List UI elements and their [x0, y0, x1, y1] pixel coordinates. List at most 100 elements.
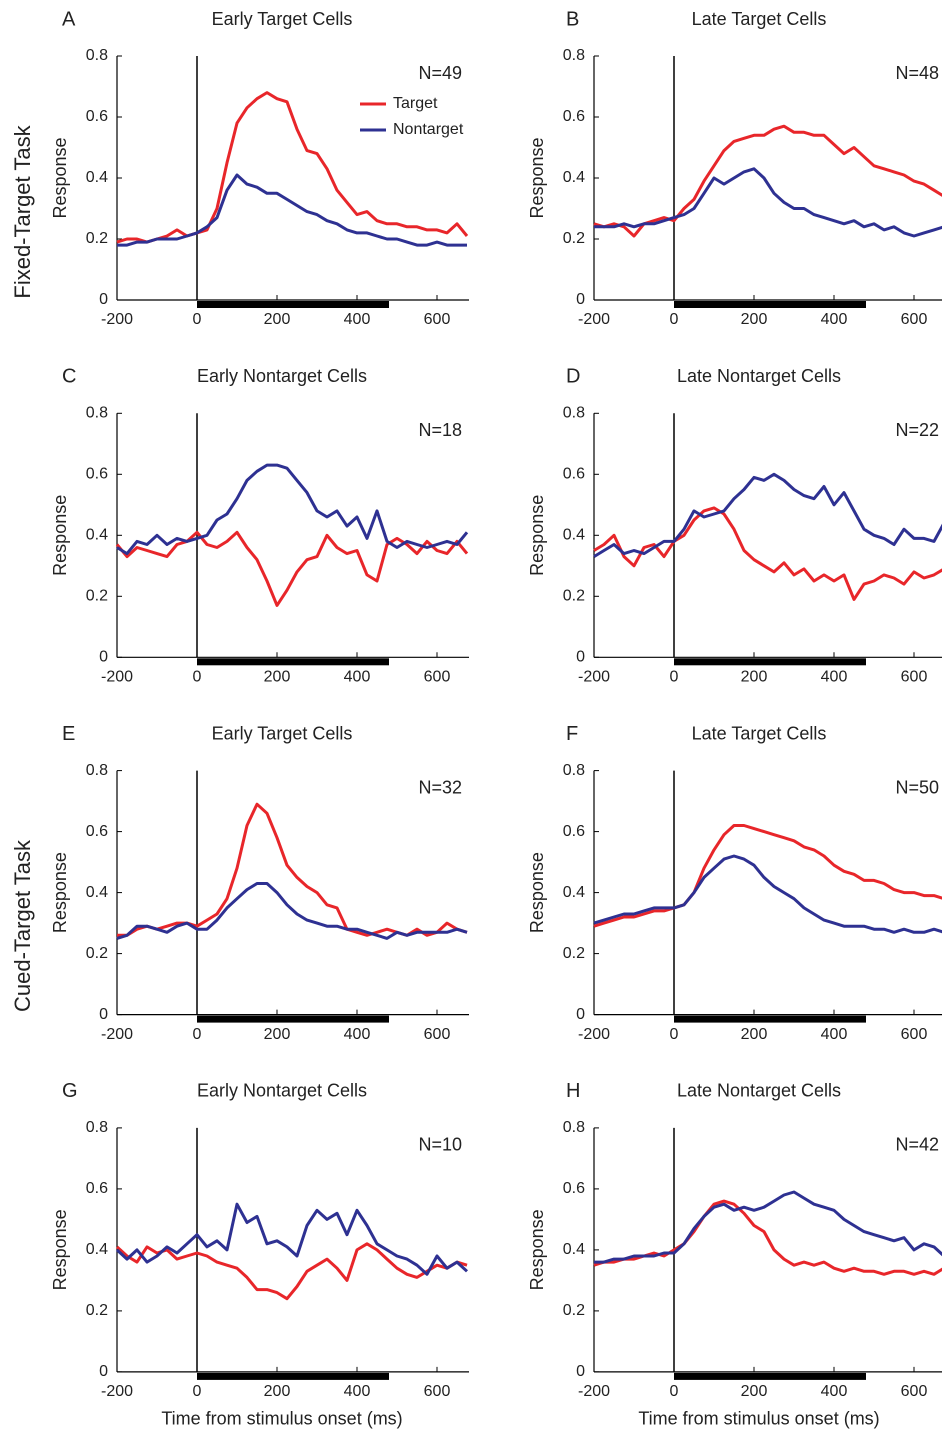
series-line [115, 530, 469, 607]
x-tick-label: 600 [424, 1026, 451, 1043]
panel-letter: H [566, 1080, 580, 1102]
n-label: N=50 [895, 777, 939, 797]
x-tick-label: -200 [101, 1026, 133, 1043]
y-tick-label: 0 [99, 1006, 108, 1023]
panel-letter: G [62, 1080, 78, 1102]
y-tick-label: 0 [99, 1363, 108, 1380]
stimulus-bar [674, 1015, 866, 1023]
y-tick-label: 0.6 [86, 108, 108, 125]
n-label: N=49 [418, 63, 462, 83]
x-tick-label: -200 [101, 311, 133, 328]
y-tick-label: 0.2 [86, 588, 108, 605]
n-label: N=32 [418, 777, 462, 797]
x-tick-label: 0 [670, 311, 679, 328]
y-tick-label: 0.4 [563, 527, 585, 544]
panel-title: Early Target Cells [212, 9, 353, 29]
y-tick-label: 0.2 [563, 945, 585, 962]
x-axis-label: Time from stimulus onset (ms) [161, 1409, 402, 1429]
x-tick-label: 600 [424, 1383, 451, 1400]
stimulus-bar [197, 658, 389, 666]
y-tick-label: 0.6 [86, 466, 108, 483]
series-line [593, 472, 942, 558]
series-line [593, 124, 942, 238]
y-axis-label: Response [50, 1209, 70, 1290]
series-line [116, 882, 468, 940]
x-tick-label: 200 [264, 311, 291, 328]
x-axis-label: Time from stimulus onset (ms) [638, 1409, 879, 1429]
y-axis-label: Response [527, 1209, 547, 1290]
y-tick-label: 0.8 [86, 762, 108, 779]
x-tick-label: 400 [344, 669, 371, 686]
panel-title: Early Nontarget Cells [197, 1081, 367, 1101]
panel-title: Late Target Cells [692, 9, 827, 29]
x-tick-label: 200 [264, 1026, 291, 1043]
y-tick-label: 0 [99, 291, 108, 308]
stimulus-bar [674, 301, 866, 308]
x-tick-label: 0 [193, 1026, 202, 1043]
x-tick-label: 600 [901, 1026, 928, 1043]
y-tick-label: 0.2 [563, 588, 585, 605]
x-tick-label: 200 [741, 1026, 768, 1043]
panel-letter: F [566, 723, 578, 745]
y-tick-label: 0.4 [563, 169, 585, 186]
y-axis-label: Response [527, 137, 547, 218]
x-tick-label: 400 [821, 669, 848, 686]
series-line [116, 91, 469, 244]
legend-label: Target [393, 95, 438, 112]
y-tick-label: 0.2 [563, 230, 585, 247]
series-line [594, 167, 942, 238]
x-tick-label: 200 [741, 669, 768, 686]
y-tick-label: 0.4 [86, 884, 108, 901]
panel-title: Early Target Cells [212, 723, 353, 743]
x-tick-label: 0 [670, 1383, 679, 1400]
stimulus-bar [674, 658, 866, 666]
x-tick-label: -200 [101, 1383, 133, 1400]
series-line [117, 173, 467, 247]
x-tick-label: 600 [424, 311, 451, 328]
series-line [594, 1190, 942, 1264]
panel-letter: D [566, 366, 580, 388]
n-label: N=42 [895, 1135, 939, 1155]
y-axis-label: Response [527, 495, 547, 576]
panel-letter: B [566, 8, 579, 30]
x-tick-label: 0 [670, 1026, 679, 1043]
y-tick-label: 0 [576, 291, 585, 308]
panel-letter: C [62, 366, 76, 388]
y-tick-label: 0 [99, 649, 108, 666]
panel-letter: A [62, 8, 76, 30]
task-label: Cued-Target Task [10, 839, 35, 1012]
x-tick-label: -200 [578, 669, 610, 686]
x-tick-label: 400 [344, 311, 371, 328]
legend-label: Nontarget [393, 121, 464, 138]
y-axis-label: Response [50, 495, 70, 576]
x-tick-label: 400 [821, 311, 848, 328]
x-tick-label: -200 [578, 1383, 610, 1400]
x-tick-label: 400 [344, 1026, 371, 1043]
panel-title: Early Nontarget Cells [197, 366, 367, 386]
y-axis-label: Response [50, 137, 70, 218]
x-tick-label: 600 [901, 669, 928, 686]
y-tick-label: 0.4 [86, 169, 108, 186]
x-tick-label: 400 [344, 1383, 371, 1400]
series-line [593, 506, 942, 601]
stimulus-bar [197, 1372, 389, 1380]
y-tick-label: 0.8 [86, 47, 108, 64]
y-tick-label: 0.8 [563, 1119, 585, 1136]
x-tick-label: 600 [901, 1383, 928, 1400]
task-label: Fixed-Target Task [10, 124, 35, 298]
y-tick-label: 0.4 [563, 1241, 585, 1258]
x-tick-label: 200 [264, 1383, 291, 1400]
n-label: N=48 [895, 63, 939, 83]
y-axis-label: Response [527, 852, 547, 933]
series-line [593, 854, 942, 934]
y-tick-label: 0.8 [86, 405, 108, 422]
y-tick-label: 0.4 [86, 1241, 108, 1258]
y-tick-label: 0.6 [563, 108, 585, 125]
x-tick-label: 600 [901, 311, 928, 328]
y-tick-label: 0.2 [86, 230, 108, 247]
y-tick-label: 0.8 [86, 1119, 108, 1136]
y-tick-label: 0 [576, 649, 585, 666]
y-tick-label: 0.6 [563, 466, 585, 483]
x-tick-label: 0 [670, 669, 679, 686]
